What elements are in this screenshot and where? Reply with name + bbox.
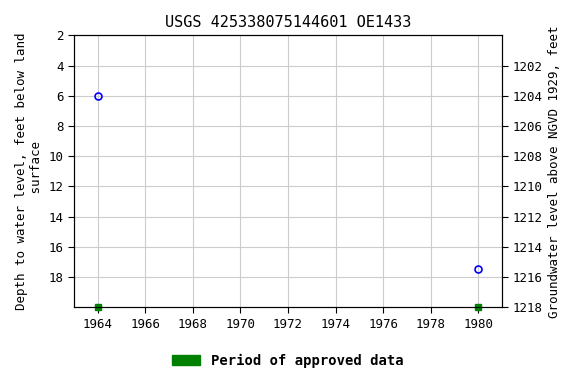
- Title: USGS 425338075144601 OE1433: USGS 425338075144601 OE1433: [165, 15, 411, 30]
- Legend: Period of approved data: Period of approved data: [166, 348, 410, 373]
- Y-axis label: Depth to water level, feet below land
 surface: Depth to water level, feet below land su…: [15, 33, 43, 310]
- Y-axis label: Groundwater level above NGVD 1929, feet: Groundwater level above NGVD 1929, feet: [548, 25, 561, 318]
